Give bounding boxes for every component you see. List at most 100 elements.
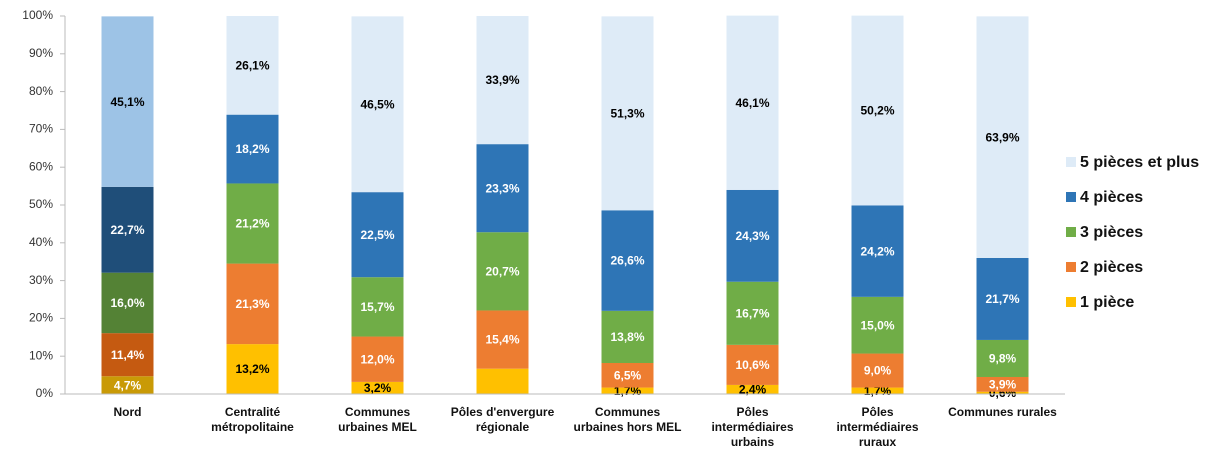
bar-segment: [101, 376, 154, 394]
x-tick-line: Communes: [345, 405, 411, 419]
value-label: 22,7%: [110, 223, 144, 237]
bar-segment: [726, 344, 779, 385]
bar-segment: [101, 16, 154, 187]
value-label: 6,5%: [614, 368, 642, 382]
bar-segment: [851, 387, 904, 394]
value-label: 24,3%: [735, 229, 769, 243]
legend-label: 2 pièces: [1080, 259, 1143, 276]
y-tick-label: 60%: [29, 159, 53, 173]
value-label: 15,4%: [485, 333, 519, 347]
x-tick-label: Nord: [114, 405, 142, 419]
y-tick-label: 10%: [29, 348, 53, 362]
value-label: 12,0%: [360, 352, 394, 366]
value-label: 4,7%: [114, 378, 142, 392]
bar-segment: [476, 368, 529, 394]
value-label: 46,1%: [735, 96, 769, 110]
bar-segment: [976, 376, 1029, 392]
value-label: 33,9%: [485, 73, 519, 87]
x-tick-label: Communes rurales: [948, 405, 1057, 419]
bar-segment: [976, 391, 1029, 394]
legend-label: 4 pièces: [1080, 189, 1143, 206]
legend-swatch: [1066, 297, 1076, 307]
bar-segment: [101, 272, 154, 334]
x-tick-line: Centralité: [225, 405, 281, 419]
value-label: 63,9%: [985, 130, 1019, 144]
bar-segment: [351, 16, 404, 193]
x-tick-label: Pôles intermédiaires urbains: [711, 405, 793, 449]
bar-segment: [851, 353, 904, 388]
x-tick-label: Pôles d'envergure régionale: [451, 405, 555, 434]
y-tick-label: 20%: [29, 311, 53, 325]
bar-segment: [726, 189, 779, 282]
value-label: 22,5%: [360, 228, 394, 242]
x-tick-line: régionale: [476, 420, 530, 434]
bar-segment: [601, 363, 654, 388]
x-tick-line: ruraux: [859, 435, 897, 449]
x-tick-line: Pôles: [736, 405, 768, 419]
x-tick-line: Pôles: [861, 405, 893, 419]
bar-segment: [351, 192, 404, 278]
y-tick-label: 50%: [29, 197, 53, 211]
value-label: 9,8%: [989, 352, 1017, 366]
x-tick-label: Communes urbaines MEL: [338, 405, 417, 434]
value-label: 26,1%: [235, 59, 269, 73]
bar-segment: [851, 205, 904, 297]
bar-segment: [476, 16, 529, 145]
legend-swatch: [1066, 192, 1076, 202]
value-label: 21,3%: [235, 297, 269, 311]
bar-segment: [226, 263, 279, 345]
value-label: 26,6%: [610, 254, 644, 268]
y-tick-label: 90%: [29, 46, 53, 60]
x-tick-line: Pôles d'envergure: [451, 405, 555, 419]
bar-segment: [226, 344, 279, 394]
y-tick-label: 70%: [29, 122, 53, 136]
x-tick-line: métropolitaine: [211, 420, 294, 434]
value-label: 3,2%: [364, 381, 392, 395]
bar-segment: [851, 15, 904, 206]
x-tick-line: urbaines hors MEL: [573, 420, 681, 434]
legend-label: 5 pièces et plus: [1080, 154, 1199, 171]
bar-segment: [976, 257, 1029, 340]
bar-segment: [601, 387, 654, 394]
value-label: 21,2%: [235, 217, 269, 231]
value-label: 23,3%: [485, 181, 519, 195]
bar-segment: [351, 277, 404, 337]
x-tick-line: intermédiaires: [836, 420, 918, 434]
value-label: 2,4%: [739, 383, 767, 397]
y-tick-label: 30%: [29, 273, 53, 287]
bar-segment: [101, 333, 154, 377]
bar-segment: [226, 16, 279, 115]
x-tick-line: intermédiaires: [711, 420, 793, 434]
value-label: 9,0%: [864, 364, 892, 378]
bar-segment: [976, 16, 1029, 258]
bar-segment: [351, 336, 404, 382]
x-tick-label: Centralité métropolitaine: [211, 405, 294, 434]
bar-segment: [101, 186, 154, 273]
y-tick-label: 100%: [22, 8, 53, 22]
value-label: 21,7%: [985, 292, 1019, 306]
value-label: 11,4%: [111, 348, 145, 362]
value-label: 15,0%: [860, 318, 894, 332]
value-label: 16,7%: [735, 306, 769, 320]
x-tick-line: Communes: [595, 405, 661, 419]
bar-segment: [601, 210, 654, 311]
legend-label: 3 pièces: [1080, 224, 1143, 241]
y-tick-label: 80%: [29, 84, 53, 98]
y-tick-label: 40%: [29, 235, 53, 249]
value-label: 15,7%: [360, 300, 394, 314]
legend-label: 1 pièce: [1080, 294, 1134, 311]
x-tick-label: Pôles intermédiaires ruraux: [836, 405, 918, 449]
bar-segment: [726, 281, 779, 345]
x-tick-line: Nord: [114, 405, 142, 419]
value-label: 46,5%: [360, 97, 394, 111]
legend-swatch: [1066, 227, 1076, 237]
x-tick-line: urbaines MEL: [338, 420, 417, 434]
bar-segment: [226, 183, 279, 264]
value-label: 13,8%: [610, 330, 644, 344]
value-label: 50,2%: [860, 104, 894, 118]
value-label: 18,2%: [235, 142, 269, 156]
bar-segment: [726, 15, 779, 190]
x-tick-label: Communes urbaines hors MEL: [573, 405, 681, 434]
value-label: 13,2%: [235, 362, 269, 376]
